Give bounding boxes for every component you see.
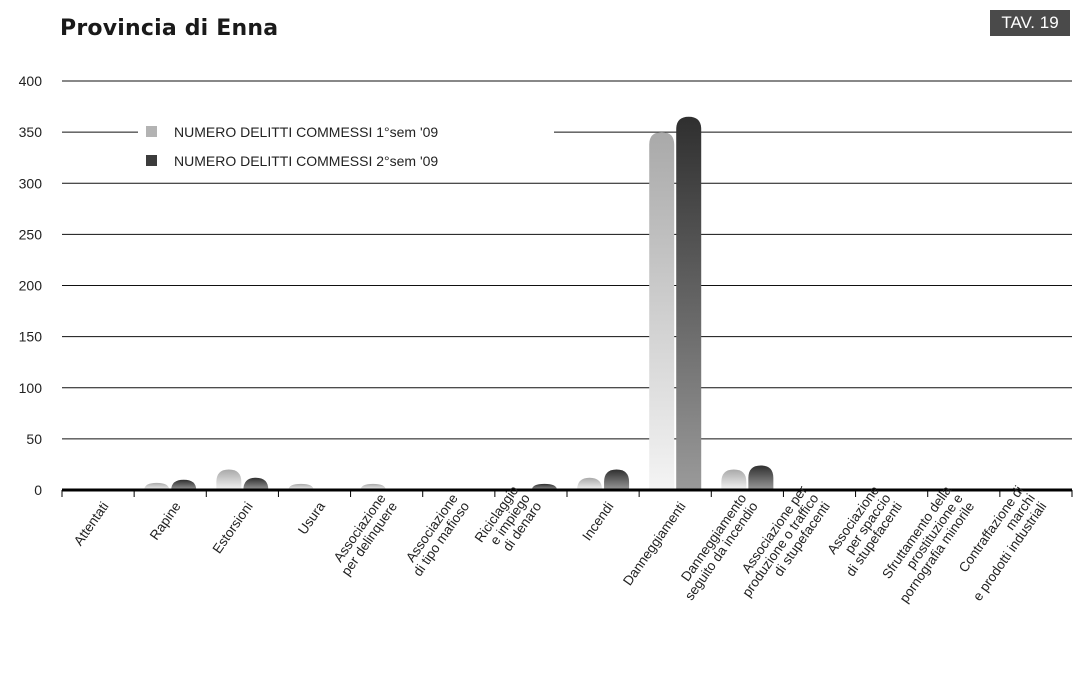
x-category-label: Incendi (579, 499, 616, 543)
x-category-label-line: Estorsioni (210, 499, 256, 556)
x-category-label-line: Rapine (147, 499, 184, 543)
page-title: Provincia di Enna (60, 16, 279, 41)
y-tick-label: 50 (26, 431, 42, 447)
x-category-label: Rapine (147, 499, 184, 543)
table-number-badge: TAV. 19 (990, 10, 1070, 36)
x-category-label: Associazionedi tipo mafioso (399, 491, 473, 579)
bar-series-2-category-2 (243, 477, 269, 490)
legend-swatch-series-1 (146, 126, 157, 137)
bar-series-2-category-8 (676, 116, 702, 490)
x-category-label-line: Incendi (579, 499, 616, 543)
legend-label-series-1: NUMERO DELITTI COMMESSI 1°sem '09 (174, 124, 438, 140)
y-tick-label: 400 (19, 73, 43, 89)
x-category-label-text: Rapine (147, 499, 184, 543)
x-category-label-line: Usura (295, 499, 328, 538)
bar-series-1-category-4 (360, 483, 386, 490)
x-category-label-text: Attentati (71, 499, 112, 548)
y-tick-label: 200 (19, 278, 43, 294)
y-tick-label: 100 (19, 380, 43, 396)
x-category-label: Usura (295, 499, 328, 538)
bar-series-2-category-6 (531, 483, 557, 490)
bar-series-1-category-1 (144, 482, 170, 490)
x-category-label: Riciclaggioe impiegodi denaro (472, 483, 545, 561)
bar-series-1-category-8 (649, 132, 675, 490)
x-category-label-line: Attentati (71, 499, 112, 548)
bar-series-2-category-9 (748, 465, 774, 490)
legend-label-series-2: NUMERO DELITTI COMMESSI 2°sem '09 (174, 153, 438, 169)
x-category-label-text: Incendi (579, 499, 616, 543)
bar-series-2-category-7 (604, 469, 630, 490)
x-category-label-text: Estorsioni (210, 499, 256, 556)
x-category-label: Associazioneper delinquere (327, 491, 400, 578)
y-tick-label: 250 (19, 226, 43, 242)
y-tick-label: 150 (19, 329, 43, 345)
y-tick-label: 300 (19, 175, 43, 191)
x-category-label-text: Usura (295, 499, 328, 538)
legend-swatch-series-2 (146, 155, 157, 166)
bar-series-1-category-9 (721, 469, 747, 490)
x-category-label-text: Associazionedi tipo mafioso (399, 491, 473, 579)
bar-series-1-category-7 (577, 477, 603, 490)
x-axis-category-labels: Attentati Rapine Estorsioni Usura Associazio… (71, 483, 1050, 606)
legend-background (138, 118, 554, 180)
x-category-label: Estorsioni (210, 499, 256, 556)
bars (144, 116, 774, 490)
y-axis-tick-labels: 0 50 100 150 200 250 300 350 400 (19, 73, 43, 498)
x-category-label: Attentati (71, 499, 112, 548)
bar-series-1-category-2 (216, 469, 242, 490)
x-axis (61, 488, 1073, 497)
legend: NUMERO DELITTI COMMESSI 1°sem '09 NUMERO… (138, 118, 554, 180)
y-tick-label: 0 (34, 482, 42, 498)
x-category-label-text: Riciclaggioe impiegodi denaro (472, 483, 545, 561)
bar-series-2-category-1 (171, 479, 197, 490)
x-category-label-text: Associazioneper delinquere (327, 491, 400, 578)
y-tick-label: 350 (19, 124, 43, 140)
bar-series-1-category-3 (288, 483, 314, 490)
